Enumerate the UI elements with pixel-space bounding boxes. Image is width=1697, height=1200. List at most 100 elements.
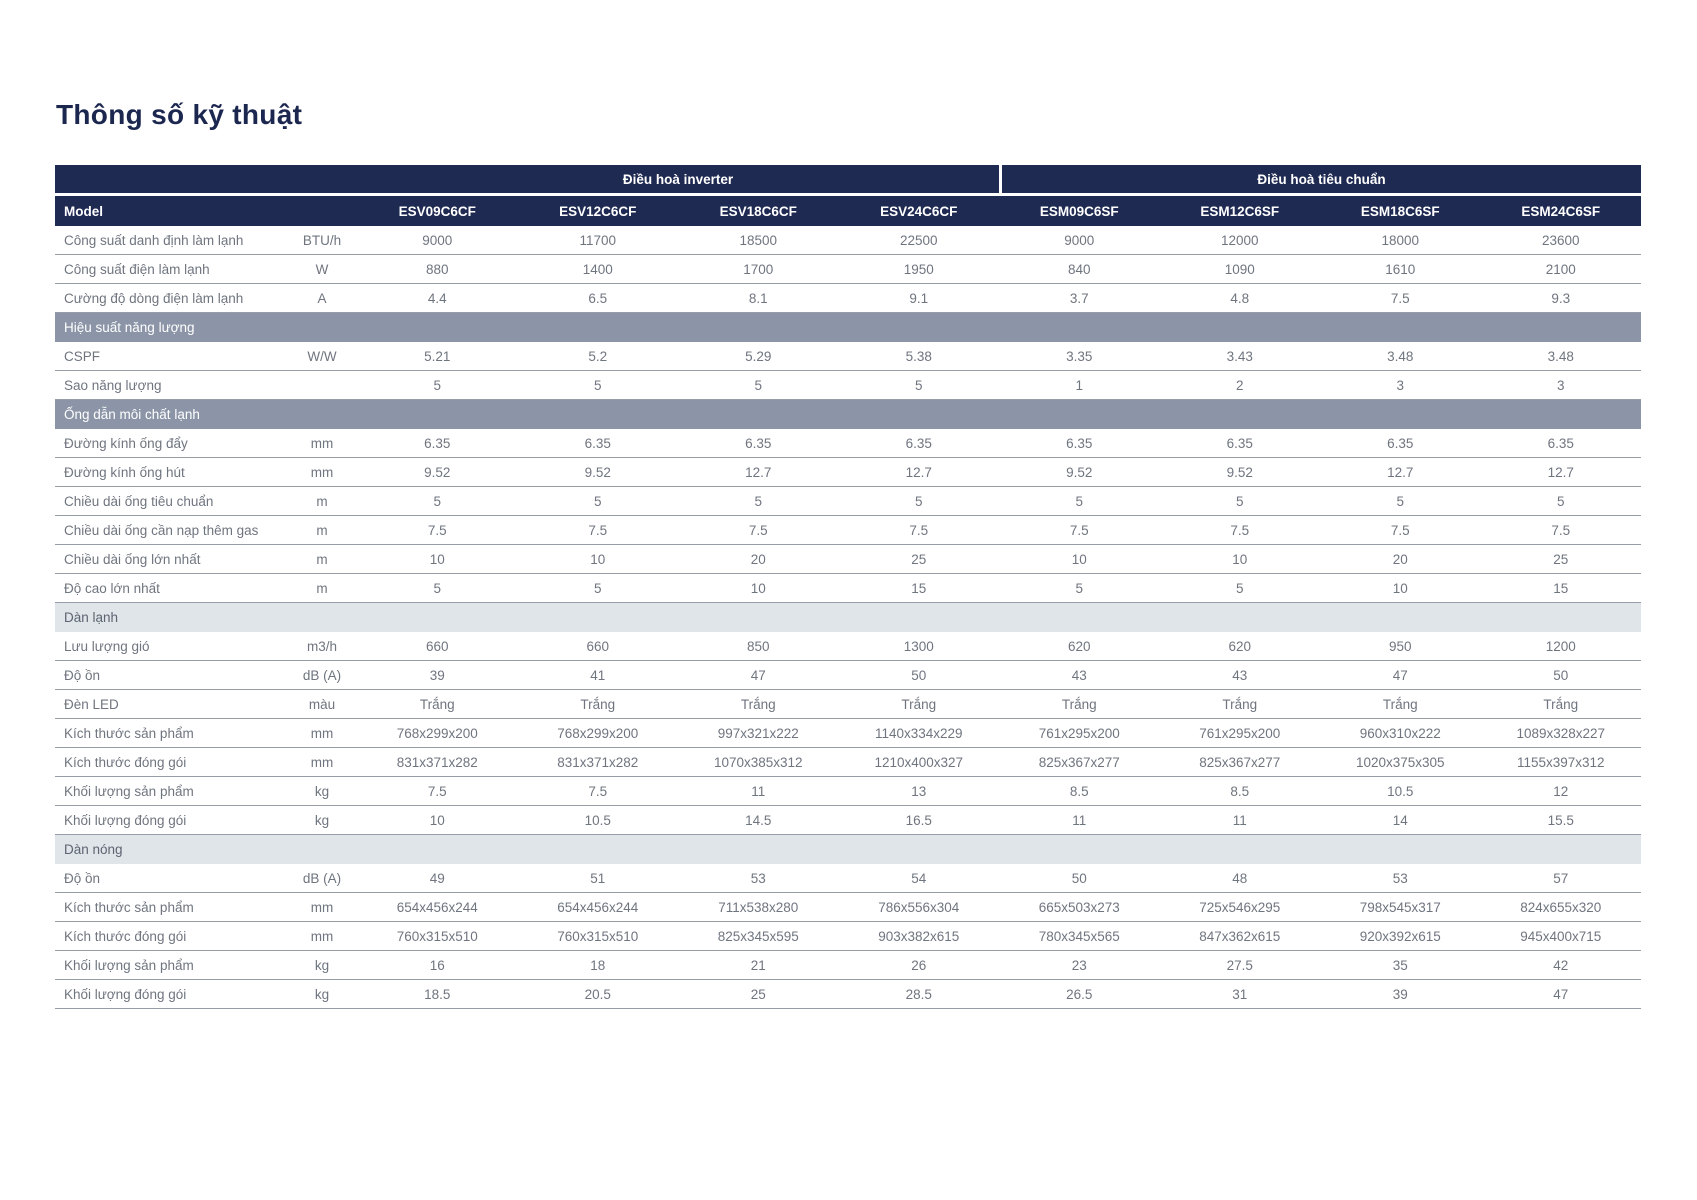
row-value: 1210x400x327 xyxy=(838,748,999,777)
spec-row: Lưu lượng gió m3/h 660 660 850 1300 620 620 950 1… xyxy=(55,632,1641,661)
row-value: 27.5 xyxy=(1159,951,1320,980)
spec-row: Công suất danh định làm lạnh BTU/h 9000 117… xyxy=(55,226,1641,255)
row-value: 5 xyxy=(838,487,999,516)
row-value: 3.7 xyxy=(999,284,1160,313)
row-value: 654x456x244 xyxy=(357,893,518,922)
row-label: Khối lượng sản phẩm xyxy=(55,777,287,806)
row-value: 831x371x282 xyxy=(517,748,678,777)
row-value: 8.1 xyxy=(678,284,839,313)
row-value: 35 xyxy=(1320,951,1481,980)
row-value: 824x655x320 xyxy=(1480,893,1641,922)
row-value: 3 xyxy=(1480,371,1641,400)
row-value: 10 xyxy=(357,545,518,574)
row-value: 20 xyxy=(1320,545,1481,574)
row-value: 5 xyxy=(838,371,999,400)
row-value: 26 xyxy=(838,951,999,980)
page-title: Thông số kỹ thuật xyxy=(56,99,303,130)
row-value: 2 xyxy=(1159,371,1320,400)
row-label: Công suất danh định làm lạnh xyxy=(55,226,287,255)
spec-row: Đèn LED màu Trắng Trắng Trắng Trắng Trắng Trắng… xyxy=(55,690,1641,719)
row-unit: kg xyxy=(287,777,357,806)
row-value: 5.38 xyxy=(838,342,999,371)
row-value: 660 xyxy=(357,632,518,661)
row-value: 7.5 xyxy=(357,777,518,806)
row-value: 7.5 xyxy=(1320,284,1481,313)
row-value: 43 xyxy=(1159,661,1320,690)
row-label: Khối lượng sản phẩm xyxy=(55,951,287,980)
row-label: Chiều dài ống cần nạp thêm gas xyxy=(55,516,287,545)
row-value: 7.5 xyxy=(1320,516,1481,545)
spec-row: Kích thước đóng gói mm 831x371x282 831x371x… xyxy=(55,748,1641,777)
row-value: 50 xyxy=(838,661,999,690)
section-header-row: Hiệu suất năng lượng xyxy=(55,313,1641,342)
row-value: 12 xyxy=(1480,777,1641,806)
row-value: 9000 xyxy=(999,226,1160,255)
row-value: 1700 xyxy=(678,255,839,284)
row-value: 5 xyxy=(678,371,839,400)
row-value: 847x362x615 xyxy=(1159,922,1320,951)
row-value: Trắng xyxy=(1159,690,1320,719)
row-value: 28.5 xyxy=(838,980,999,1009)
spec-row: Khối lượng sản phẩm kg 16 18 21 26 23 27.5 35 42 xyxy=(55,951,1641,980)
row-value: 7.5 xyxy=(517,516,678,545)
row-value: 25 xyxy=(678,980,839,1009)
section-label: Ống dẫn môi chất lạnh xyxy=(55,400,1641,429)
row-value: 6.5 xyxy=(517,284,678,313)
row-value: 9.52 xyxy=(999,458,1160,487)
row-value: 3.48 xyxy=(1480,342,1641,371)
row-value: 768x299x200 xyxy=(517,719,678,748)
row-value: 47 xyxy=(1480,980,1641,1009)
model-name: ESV18C6CF xyxy=(678,196,839,226)
row-value: 6.35 xyxy=(1480,429,1641,458)
row-value: 4.4 xyxy=(357,284,518,313)
row-value: 1610 xyxy=(1320,255,1481,284)
row-unit: kg xyxy=(287,951,357,980)
row-value: 761x295x200 xyxy=(999,719,1160,748)
row-value: 47 xyxy=(678,661,839,690)
row-value: 880 xyxy=(357,255,518,284)
row-value: 5 xyxy=(517,371,678,400)
row-value: 10 xyxy=(678,574,839,603)
model-name: ESV09C6CF xyxy=(357,196,518,226)
model-name: ESM12C6SF xyxy=(1159,196,1320,226)
row-value: Trắng xyxy=(1480,690,1641,719)
spec-row: Sao năng lượng 5 5 5 5 1 2 3 3 xyxy=(55,371,1641,400)
section-header-row: Ống dẫn môi chất lạnh xyxy=(55,400,1641,429)
section-label: Dàn lạnh xyxy=(55,603,1641,632)
row-value: 7.5 xyxy=(1480,516,1641,545)
row-value: 7.5 xyxy=(517,777,678,806)
row-value: 25 xyxy=(1480,545,1641,574)
row-value: 1070x385x312 xyxy=(678,748,839,777)
row-unit: m3/h xyxy=(287,632,357,661)
row-value: 5 xyxy=(517,487,678,516)
row-label: Khối lượng đóng gói xyxy=(55,980,287,1009)
row-value: 18 xyxy=(517,951,678,980)
row-unit: W xyxy=(287,255,357,284)
row-value: 15 xyxy=(1480,574,1641,603)
row-value: 960x310x222 xyxy=(1320,719,1481,748)
row-value: Trắng xyxy=(1320,690,1481,719)
row-value: 7.5 xyxy=(838,516,999,545)
row-value: 42 xyxy=(1480,951,1641,980)
row-value: 2100 xyxy=(1480,255,1641,284)
row-unit: dB (A) xyxy=(287,661,357,690)
row-value: 25 xyxy=(838,545,999,574)
spec-row: Độ cao lớn nhất m 5 5 10 15 5 5 10 15 xyxy=(55,574,1641,603)
row-value: 43 xyxy=(999,661,1160,690)
row-value: 48 xyxy=(1159,864,1320,893)
row-value: 51 xyxy=(517,864,678,893)
row-value: 22500 xyxy=(838,226,999,255)
row-value: 53 xyxy=(678,864,839,893)
section-label: Dàn nóng xyxy=(55,835,1641,864)
row-value: 5.21 xyxy=(357,342,518,371)
row-value: 11 xyxy=(999,806,1160,835)
row-unit: kg xyxy=(287,806,357,835)
row-value: 14 xyxy=(1320,806,1481,835)
row-value: 903x382x615 xyxy=(838,922,999,951)
row-value: 3.48 xyxy=(1320,342,1481,371)
row-value: 1140x334x229 xyxy=(838,719,999,748)
row-value: 1090 xyxy=(1159,255,1320,284)
row-unit: A xyxy=(287,284,357,313)
group-header-standard: Điều hoà tiêu chuẩn xyxy=(999,165,1641,196)
row-value: 16 xyxy=(357,951,518,980)
